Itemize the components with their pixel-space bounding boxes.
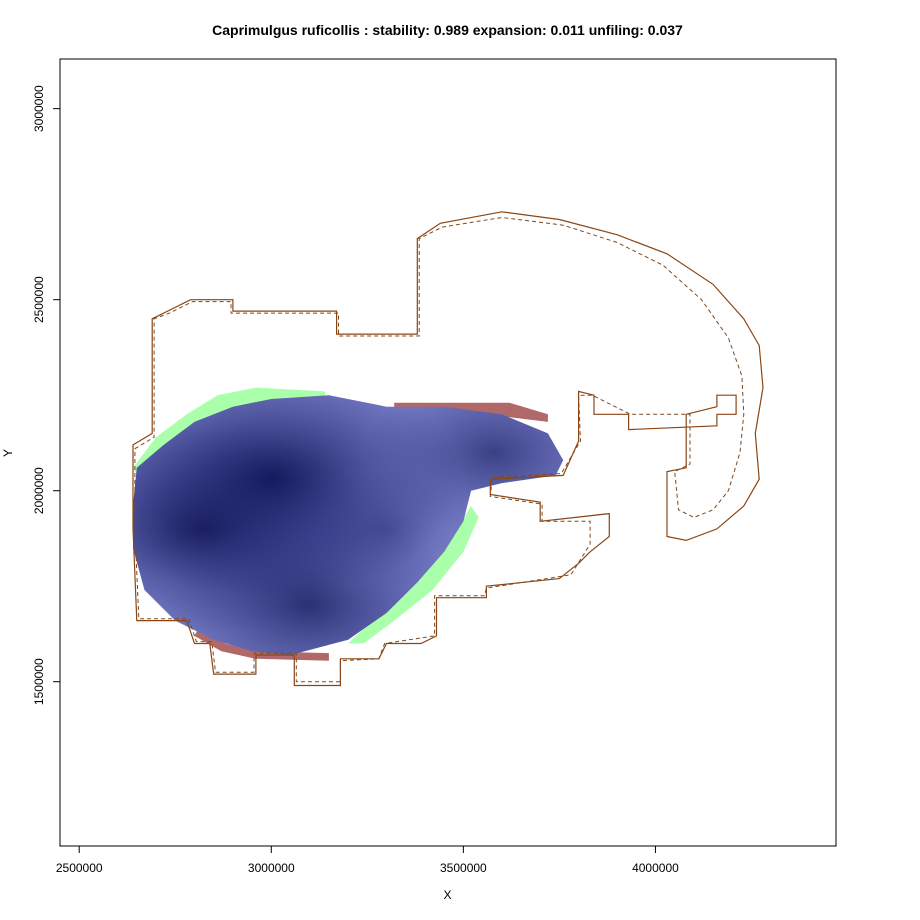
axes-layer: 2500000 3000000 3500000 4000000 1500000 20000… — [32, 85, 679, 875]
density-hotspot-5 — [294, 467, 480, 591]
x-axis-label: X — [443, 888, 452, 902]
x-tick-label: 3500000 — [440, 861, 487, 875]
regions-layer — [133, 387, 564, 661]
native-range-outline — [132, 211, 764, 687]
chart-title: Caprimulgus ruficollis : stability: 0.98… — [212, 22, 683, 38]
x-tick-label: 2500000 — [56, 861, 103, 875]
y-tick-label: 1500000 — [32, 658, 46, 705]
x-tick-label: 3000000 — [248, 861, 295, 875]
expansion-region-north — [133, 387, 326, 476]
y-tick-label: 3000000 — [32, 85, 46, 132]
expansion-region-south — [348, 506, 479, 644]
outlines-layer — [132, 211, 764, 687]
y-tick-label: 2500000 — [32, 276, 46, 323]
x-tick-label: 4000000 — [632, 861, 679, 875]
y-tick-label: 2000000 — [32, 467, 46, 514]
